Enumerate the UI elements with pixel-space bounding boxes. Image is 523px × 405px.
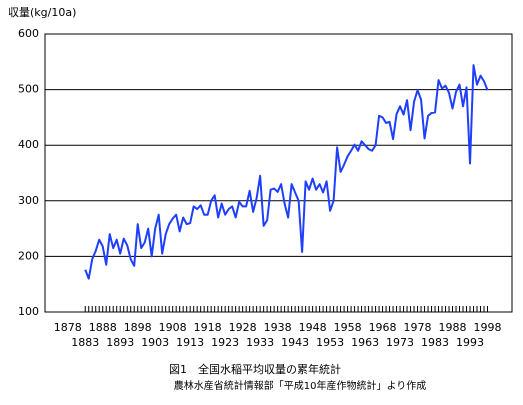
- x-tick-label: 1938: [264, 321, 292, 334]
- x-tick-label: 1998: [474, 321, 502, 334]
- x-tick-label: 1908: [159, 321, 187, 334]
- x-tick-label: 1883: [71, 336, 99, 349]
- x-tick-label: 1933: [246, 336, 274, 349]
- x-tick-label: 1888: [89, 321, 117, 334]
- x-tick-label: 1973: [386, 336, 414, 349]
- plot-frame: [44, 33, 513, 313]
- y-tick-label: 500: [18, 83, 39, 96]
- x-tick-label: 1913: [176, 336, 204, 349]
- x-tick-label: 1923: [211, 336, 239, 349]
- x-tick-label: 1983: [421, 336, 449, 349]
- x-tick-label: 1898: [124, 321, 152, 334]
- chart-title: 図1 全国水稲平均収量の累年統計: [169, 362, 341, 376]
- chart-subtitle: 農林水産省統計情報部「平成10年産作物統計」より作成: [174, 379, 427, 392]
- y-tick-label: 300: [18, 194, 39, 207]
- x-tick-label: 1943: [281, 336, 309, 349]
- y-tick-label: 200: [18, 249, 39, 262]
- x-tick-label: 1903: [141, 336, 169, 349]
- x-tick-label: 1958: [334, 321, 362, 334]
- x-tick-label: 1878: [54, 321, 82, 334]
- x-tick-label: 1928: [229, 321, 257, 334]
- x-tick-label: 1918: [194, 321, 222, 334]
- x-tick-label: 1893: [106, 336, 134, 349]
- x-tick-label: 1963: [351, 336, 379, 349]
- x-tick-label: 1948: [299, 321, 327, 334]
- data-line: [84, 64, 489, 280]
- x-tick-label: 1978: [404, 321, 432, 334]
- x-tick-label: 1988: [439, 321, 467, 334]
- y-tick-label: 100: [18, 305, 39, 318]
- x-tick-label: 1953: [316, 336, 344, 349]
- y-tick-label: 400: [18, 138, 39, 151]
- x-tick-label: 1993: [456, 336, 484, 349]
- y-tick-label: 600: [18, 27, 39, 40]
- y-axis-label: 収量(kg/10a): [8, 6, 76, 19]
- x-tick-label: 1968: [369, 321, 397, 334]
